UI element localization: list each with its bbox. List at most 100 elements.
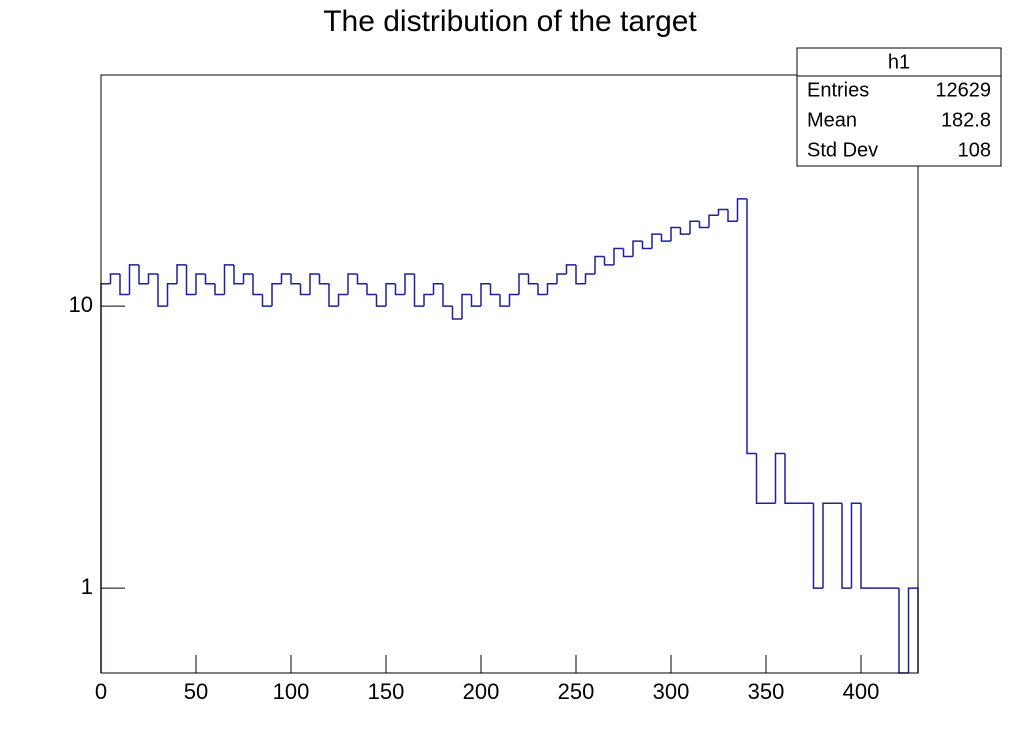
histogram-bin	[774, 452, 785, 504]
histogram-bin	[271, 283, 282, 307]
y-tick-label: 1	[81, 574, 93, 599]
histogram-bin	[290, 273, 301, 285]
histogram-bin	[128, 264, 139, 295]
histogram-bin	[233, 264, 244, 285]
histogram-bin	[584, 273, 595, 284]
histogram-bin	[603, 256, 614, 266]
histogram-bin	[337, 293, 348, 307]
histogram-bin	[679, 227, 690, 235]
histogram-bin	[394, 283, 405, 296]
histogram-bin	[347, 273, 358, 295]
histogram-bin	[489, 283, 500, 296]
histogram-bin	[328, 283, 339, 307]
x-tick-label: 50	[184, 679, 208, 704]
stats-title: h1	[888, 51, 910, 73]
y-tick-label: 10	[69, 292, 93, 317]
histogram-bin	[508, 293, 519, 307]
x-tick-label: 400	[843, 679, 880, 704]
histogram-bin	[755, 453, 766, 504]
histogram-bin	[413, 273, 424, 307]
histogram-bin	[299, 283, 310, 296]
stats-value: 182.8	[941, 109, 991, 131]
histogram-bin	[442, 283, 453, 307]
histogram-bin	[632, 240, 643, 257]
histogram-bin	[470, 294, 481, 307]
histogram-bin	[546, 283, 557, 295]
histogram-bin	[375, 294, 386, 307]
histogram-bin	[480, 283, 491, 307]
stats-label: Std Dev	[807, 139, 878, 161]
histogram-bin	[622, 248, 633, 258]
histogram-bin	[556, 273, 567, 284]
histogram-bin	[176, 264, 187, 284]
histogram-bin	[841, 503, 852, 589]
histogram-bin	[356, 273, 367, 285]
x-tick-label: 350	[748, 679, 785, 704]
histogram-bin	[451, 306, 462, 320]
histogram-bin	[404, 273, 415, 295]
histogram-bin	[670, 226, 681, 242]
histogram-bin	[575, 264, 586, 285]
histogram-bin	[613, 247, 624, 265]
stats-label: Entries	[807, 79, 869, 101]
histogram-bin	[736, 198, 747, 222]
histogram-bin	[717, 208, 728, 216]
histogram-bin	[850, 502, 861, 589]
histogram-bin	[689, 220, 700, 235]
histogram-bin	[651, 233, 662, 249]
histogram-bin	[204, 273, 215, 285]
histogram-bin	[518, 273, 529, 295]
x-tick-label: 200	[463, 679, 500, 704]
x-tick-label: 0	[95, 679, 107, 704]
x-tick-label: 300	[653, 679, 690, 704]
histogram-bin	[641, 241, 652, 250]
histogram-bin	[119, 273, 130, 296]
histogram-bin	[252, 273, 263, 296]
histogram-bin	[138, 264, 149, 285]
histogram-bin	[366, 283, 377, 296]
stats-label: Mean	[807, 109, 857, 131]
stats-box: h1 Entries 12629 Mean 182.8 Std Dev 108	[796, 47, 1002, 167]
histogram-bin	[109, 273, 120, 284]
histogram-bin	[385, 283, 396, 307]
histogram-bin	[499, 294, 510, 307]
stats-value: 108	[958, 139, 991, 161]
histogram-bin	[223, 264, 234, 295]
histogram-bin	[318, 273, 329, 285]
histogram-bin	[242, 273, 253, 284]
histogram-bin	[280, 273, 291, 284]
histogram-bin	[214, 283, 225, 296]
histogram-bin	[423, 293, 434, 307]
histogram-bin	[860, 503, 871, 589]
frame	[100, 74, 919, 674]
histogram-bin	[166, 283, 177, 307]
histogram-bin	[822, 502, 833, 589]
histogram-bin	[461, 293, 472, 320]
stats-frame	[796, 47, 1002, 167]
stats-value: 12629	[935, 79, 991, 101]
histogram-bin	[812, 503, 823, 589]
histogram-bin	[708, 214, 719, 228]
histogram-bin	[195, 273, 206, 295]
histogram-bin	[594, 255, 605, 274]
histogram-bin	[746, 198, 757, 455]
histogram-bin	[261, 294, 272, 307]
histogram-bin	[527, 273, 538, 285]
x-tick-label: 150	[368, 679, 405, 704]
histogram-bin	[185, 264, 196, 296]
chart-title: The distribution of the target	[323, 5, 697, 38]
histogram-bin	[660, 234, 671, 242]
histogram-bin	[784, 453, 795, 504]
histogram-bin	[309, 273, 320, 295]
x-tick-label: 100	[273, 679, 310, 704]
histogram-bin	[565, 264, 576, 274]
histogram-bin	[432, 283, 443, 295]
x-tick-label: 250	[558, 679, 595, 704]
histogram-bin	[157, 273, 168, 307]
histogram-bin	[147, 273, 158, 284]
histogram-bin	[698, 221, 709, 229]
histogram-bin	[537, 283, 548, 296]
histogram-bin	[727, 209, 738, 222]
